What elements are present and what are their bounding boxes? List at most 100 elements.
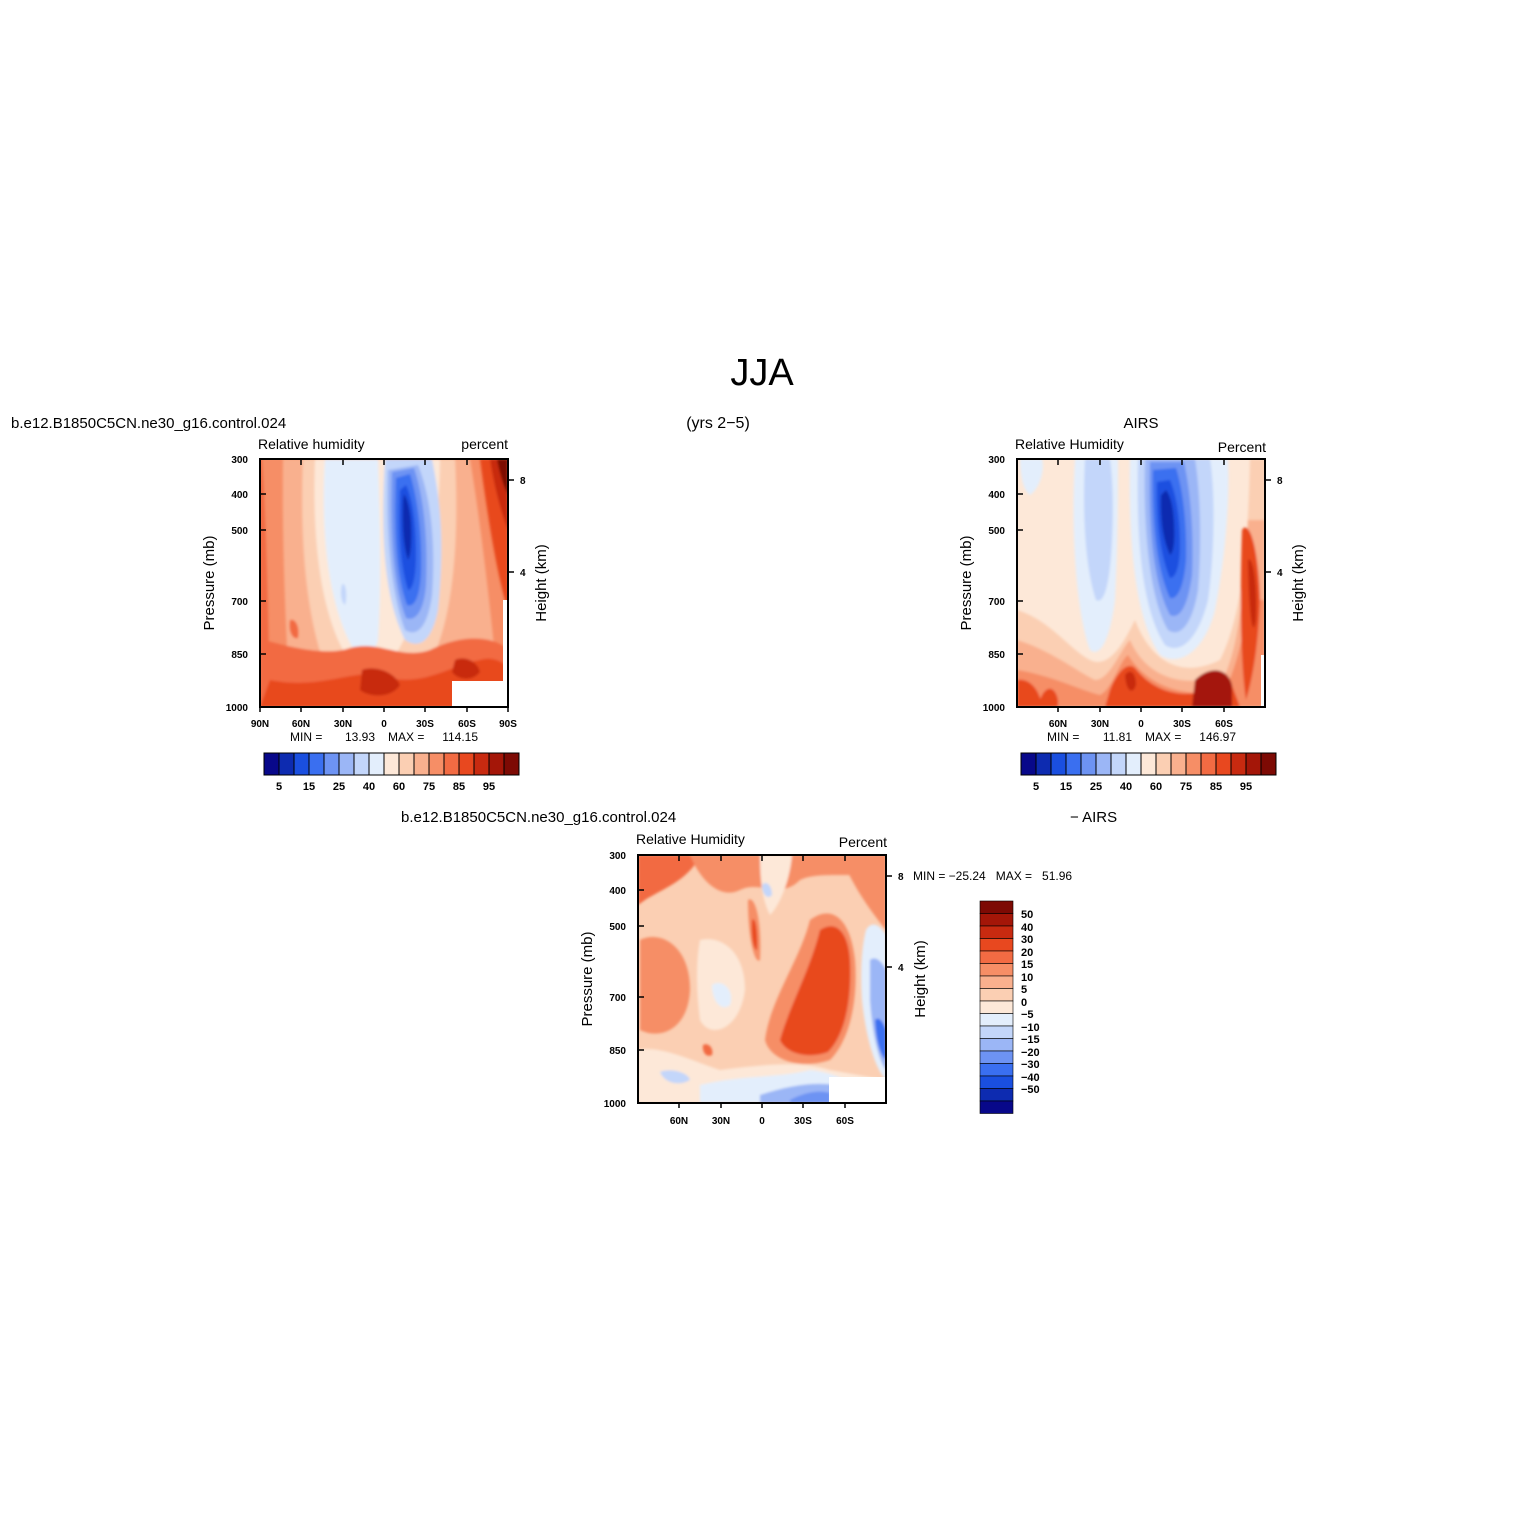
panel-diff-ytick-850: 850 (609, 1046, 626, 1057)
panel-diff-colorbar-swatch-0 (979, 900, 1014, 914)
panel-diff-cbar-label-10: 10 (1021, 972, 1033, 984)
panel-airs-htick-4: 4 (1277, 568, 1283, 579)
panel-airs-colorbar (1020, 752, 1277, 776)
panel-airs-colorbar-swatch-14 (1230, 752, 1247, 776)
panel-model-cbar-label-85: 85 (453, 781, 465, 793)
panel-diff-cbar-label-neg5: −5 (1021, 1009, 1034, 1021)
panel-model-colorbar-swatch-14 (473, 752, 490, 776)
panel-airs-ylabel: Pressure (mb) (958, 535, 975, 630)
panel-airs-right-label: Percent (1218, 439, 1266, 455)
panel-diff-axes (638, 855, 892, 1108)
panel-airs-cbar-label-60: 60 (1150, 781, 1162, 793)
panel-diff-colorbar-swatch-3 (979, 938, 1014, 952)
panel-airs-colorbar-swatch-1 (1035, 752, 1052, 776)
panel-airs-case-title: AIRS (1123, 415, 1158, 432)
panel-diff-cbar-label-5: 5 (1021, 984, 1027, 996)
panel-model-xtick-30s: 30S (416, 719, 434, 730)
panel-diff-cbar-label-neg50: −50 (1021, 1084, 1040, 1096)
panel-model-axes (259, 458, 514, 712)
panel-diff-cbar-label-40: 40 (1021, 922, 1033, 934)
panel-diff-cbar-label-neg40: −40 (1021, 1072, 1040, 1084)
panel-model-right-label: percent (461, 436, 508, 452)
panel-model-htick-8: 8 (520, 476, 526, 487)
panel-model-left-label: Relative humidity (258, 436, 365, 452)
panel-diff-colorbar-swatch-10 (979, 1025, 1014, 1039)
panel-diff-case-title-right: − AIRS (1070, 809, 1117, 826)
panel-airs-xtick-30s: 30S (1173, 719, 1191, 730)
panel-diff-xtick-60n: 60N (670, 1116, 688, 1127)
panel-airs-ytick-500: 500 (988, 526, 1005, 537)
panel-diff-ytick-1000: 1000 (604, 1099, 627, 1110)
panel-model-colorbar-swatch-12 (443, 752, 460, 776)
panel-diff-htick-8: 8 (898, 872, 904, 883)
panel-model-xtick-90s: 90S (499, 719, 517, 730)
panel-airs-cbar-label-25: 25 (1090, 781, 1102, 793)
panel-airs-ytick-850: 850 (988, 650, 1005, 661)
panel-airs-colorbar-swatch-6 (1110, 752, 1127, 776)
panel-diff-cbar-label-neg30: −30 (1021, 1059, 1040, 1071)
panel-model-cbar-label-15: 15 (303, 781, 315, 793)
panel-model-ytick-500: 500 (231, 526, 248, 537)
panel-airs-htick-8: 8 (1277, 476, 1283, 487)
panel-airs-cbar-label-40: 40 (1120, 781, 1132, 793)
panel-diff-ytick-300: 300 (609, 851, 626, 862)
panel-airs-ytick-400: 400 (988, 490, 1005, 501)
panel-airs-max-label: MAX = (1145, 730, 1181, 744)
panel-model-colorbar-swatch-4 (323, 752, 340, 776)
panel-diff-cbar-label-neg15: −15 (1021, 1034, 1040, 1046)
panel-airs-colorbar-swatch-16 (1260, 752, 1277, 776)
panel-model-colorbar-swatch-13 (458, 752, 475, 776)
panel-airs-xtick-60s: 60S (1215, 719, 1233, 730)
panel-model-min-label: MIN = (290, 730, 322, 744)
figure-subtitle: (yrs 2−5) (686, 415, 750, 432)
panel-model-colorbar-swatch-7 (368, 752, 385, 776)
panel-airs-colorbar-swatch-3 (1065, 752, 1082, 776)
panel-diff-left-label: Relative Humidity (636, 831, 745, 847)
panel-airs-ytick-300: 300 (988, 455, 1005, 466)
panel-diff-cbar-label-20: 20 (1021, 947, 1033, 959)
panel-diff-contour-field (638, 855, 886, 1103)
panel-diff-colorbar-swatch-6 (979, 975, 1014, 989)
panel-airs-cbar-label-5: 5 (1033, 781, 1039, 793)
panel-airs-xtick-0: 0 (1138, 719, 1144, 730)
panel-diff-xtick-60s: 60S (836, 1116, 854, 1127)
panel-airs-left-label: Relative Humidity (1015, 436, 1124, 452)
panel-model-cbar-label-95: 95 (483, 781, 495, 793)
panel-model-cbar-label-25: 25 (333, 781, 345, 793)
panel-diff-colorbar-swatch-15 (979, 1088, 1014, 1102)
panel-model-ylabel: Pressure (mb) (201, 535, 218, 630)
panel-diff-ylabel-right: Height (km) (912, 940, 929, 1018)
panel-model-colorbar-swatch-11 (428, 752, 445, 776)
panel-diff-ytick-700: 700 (609, 993, 626, 1004)
panel-diff: b.e12.B1850C5CN.ne30_g16.control.024 − A… (401, 809, 1117, 1127)
panel-diff-case-title: b.e12.B1850C5CN.ne30_g16.control.024 (401, 809, 676, 826)
panel-diff-colorbar-swatch-13 (979, 1063, 1014, 1077)
panel-diff-colorbar-swatch-1 (979, 913, 1014, 927)
panel-diff-cbar-label-30: 30 (1021, 934, 1033, 946)
panel-airs-colorbar-swatch-15 (1245, 752, 1262, 776)
panel-airs-axes (1017, 459, 1271, 712)
panel-model-ytick-300: 300 (231, 455, 248, 466)
panel-diff-cbar-label-neg10: −10 (1021, 1022, 1040, 1034)
panel-airs-min-value: 11.81 (1103, 730, 1132, 744)
panel-airs-ylabel-right: Height (km) (1290, 544, 1307, 622)
panel-model-xtick-30n: 30N (334, 719, 352, 730)
panel-model-max-value: 114.15 (442, 730, 478, 744)
panel-airs: AIRS Relative Humidity Percent (958, 415, 1307, 793)
panel-model-ytick-1000: 1000 (226, 703, 249, 714)
panel-diff-colorbar-swatch-4 (979, 950, 1014, 964)
panel-airs-colorbar-swatch-2 (1050, 752, 1067, 776)
panel-diff-ylabel: Pressure (mb) (579, 931, 596, 1026)
panel-diff-colorbar-swatch-14 (979, 1075, 1014, 1089)
panel-model-xtick-60n: 60N (292, 719, 310, 730)
panel-model-colorbar-swatch-10 (413, 752, 430, 776)
panel-airs-xtick-30n: 30N (1091, 719, 1109, 730)
panel-model-colorbar-swatch-16 (503, 752, 520, 776)
panel-diff-colorbar-swatch-8 (979, 1000, 1014, 1014)
panel-model-colorbar-swatch-2 (293, 752, 310, 776)
panel-airs-cbar-label-85: 85 (1210, 781, 1222, 793)
panel-model-ytick-700: 700 (231, 597, 248, 608)
panel-diff-cbar-label-15: 15 (1021, 959, 1033, 971)
panel-airs-colorbar-swatch-11 (1185, 752, 1202, 776)
panel-airs-ytick-1000: 1000 (983, 703, 1006, 714)
